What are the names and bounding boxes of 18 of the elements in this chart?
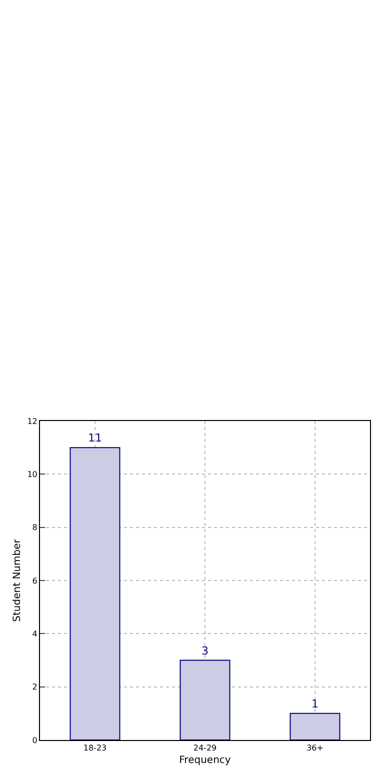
y-tick-label: 6 xyxy=(32,576,38,586)
x-tick-label: 18-23 xyxy=(83,744,107,753)
data-label: 11 xyxy=(88,432,102,445)
y-axis-title: Student Number xyxy=(12,538,24,622)
y-tick-label: 8 xyxy=(32,523,38,532)
bar xyxy=(70,447,120,740)
x-axis-title: Frequency xyxy=(179,755,231,766)
y-tick-label: 0 xyxy=(32,736,38,745)
bar xyxy=(290,712,340,740)
y-tick-label: 12 xyxy=(27,416,38,426)
bar xyxy=(180,660,230,740)
y-tick-label: 2 xyxy=(32,682,38,692)
x-tick-label: 24-29 xyxy=(193,744,217,753)
y-tick-label: 10 xyxy=(27,470,38,479)
data-label: 1 xyxy=(312,697,318,710)
x-tick-label: 36+ xyxy=(306,744,324,753)
y-tick-label: 4 xyxy=(32,629,38,638)
data-label: 3 xyxy=(202,644,208,658)
